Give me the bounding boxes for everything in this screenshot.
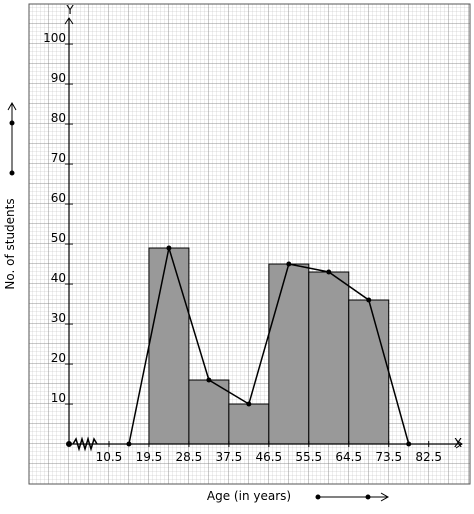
bar bbox=[308, 271, 350, 445]
x-tick-label: 46.5 bbox=[255, 450, 282, 464]
x-tick-label: 28.5 bbox=[176, 450, 203, 464]
bar bbox=[268, 263, 310, 445]
polygon-point bbox=[326, 269, 332, 275]
x-tick-label: 82.5 bbox=[415, 450, 442, 464]
x-axis-label: Age (in years) bbox=[207, 489, 291, 503]
polygon-point bbox=[166, 245, 172, 251]
y-tick-label: 10 bbox=[51, 391, 66, 405]
bar bbox=[228, 403, 270, 445]
y-tick-label: 100 bbox=[43, 31, 66, 45]
decor-arrows bbox=[7, 101, 390, 502]
y-axis-arrow bbox=[64, 17, 74, 25]
polygon-point bbox=[206, 377, 212, 383]
y-tick-label: 50 bbox=[51, 231, 66, 245]
bar bbox=[348, 299, 390, 445]
x-tick-label: 64.5 bbox=[335, 450, 362, 464]
y-tick-label: 40 bbox=[51, 271, 66, 285]
x-tick-label: 73.5 bbox=[375, 450, 402, 464]
y-tick-label: 60 bbox=[51, 191, 66, 205]
y-axis-label: No. of students bbox=[3, 198, 17, 289]
polygon-point bbox=[126, 441, 132, 447]
x-tick-label: 10.5 bbox=[96, 450, 123, 464]
x-tick-label: 55.5 bbox=[295, 450, 322, 464]
y-tick-label: 70 bbox=[51, 151, 66, 165]
y-axis-name: Y bbox=[65, 3, 74, 17]
x-tick-label: 19.5 bbox=[136, 450, 163, 464]
x-tick-label: 37.5 bbox=[216, 450, 243, 464]
y-tick-label: 20 bbox=[51, 351, 66, 365]
polygon-point bbox=[366, 297, 372, 303]
polygon-point bbox=[406, 441, 412, 447]
x-axis-arrow bbox=[455, 439, 463, 449]
frequency-polygon bbox=[128, 247, 410, 445]
polygon-point bbox=[286, 261, 292, 267]
bar bbox=[188, 379, 230, 445]
polygon-point bbox=[246, 401, 252, 407]
y-tick-label: 90 bbox=[51, 71, 66, 85]
y-tick-label: 80 bbox=[51, 111, 66, 125]
bar bbox=[148, 247, 190, 445]
y-tick-label: 30 bbox=[51, 311, 66, 325]
x-axis-name: X bbox=[454, 436, 462, 450]
